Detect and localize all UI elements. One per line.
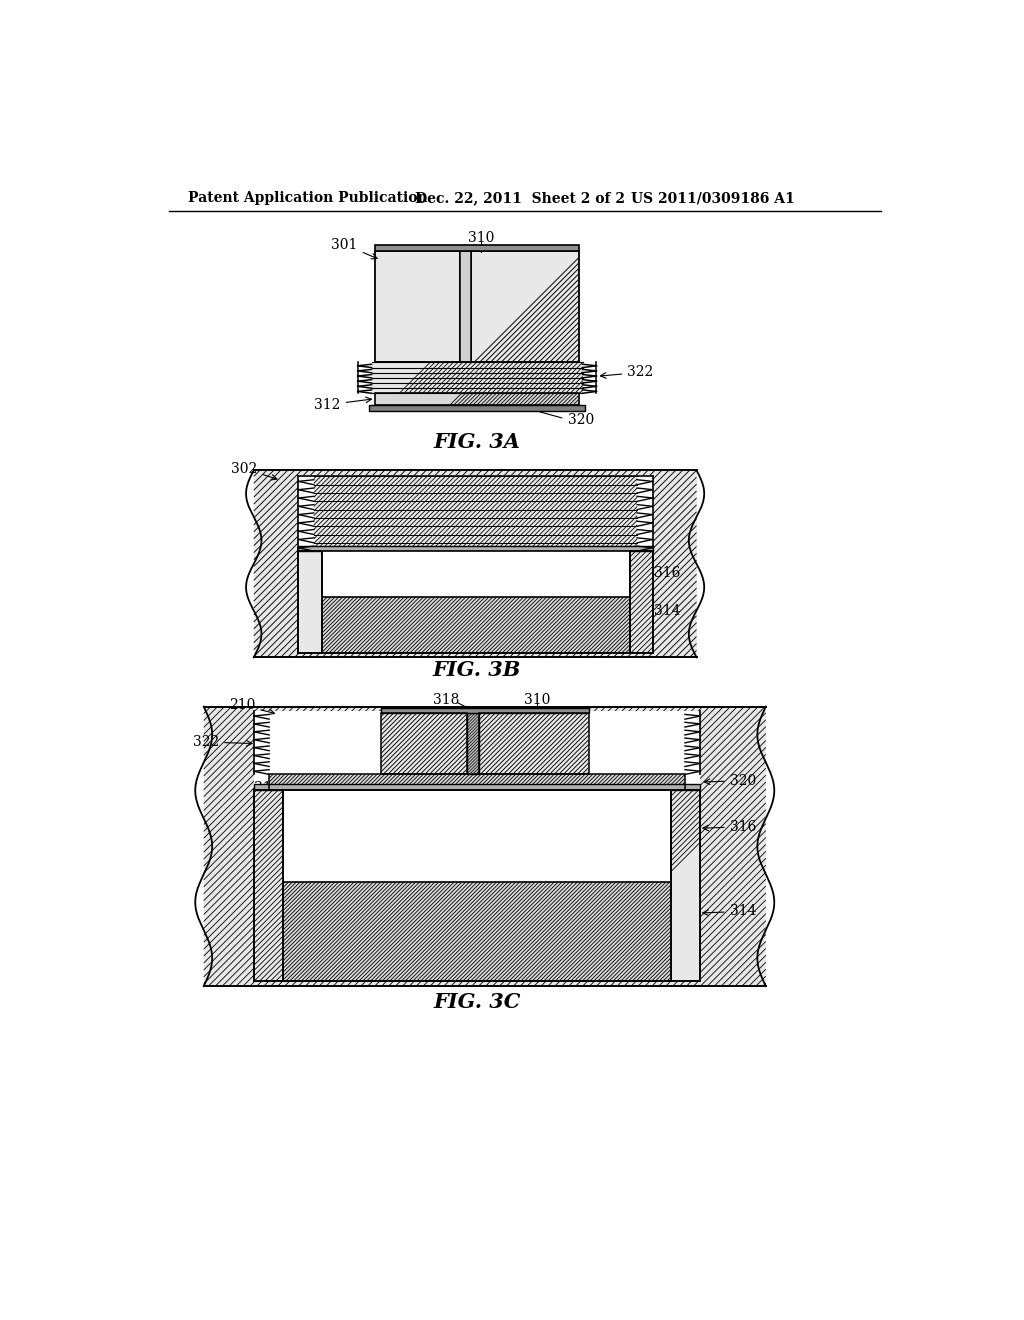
Bar [671, 789, 700, 981]
Bar [283, 882, 671, 981]
Bar [479, 713, 589, 775]
Text: FIG. 3A: FIG. 3A [433, 432, 520, 451]
Text: Dec. 22, 2011  Sheet 2 of 2: Dec. 22, 2011 Sheet 2 of 2 [416, 191, 626, 206]
Bar [460, 251, 471, 363]
Text: 314: 314 [626, 605, 681, 618]
Bar [283, 882, 671, 981]
Bar [254, 711, 700, 981]
Bar [322, 597, 630, 653]
Text: 320: 320 [568, 413, 594, 428]
Bar [298, 475, 652, 653]
Bar [381, 708, 589, 713]
Bar [322, 597, 630, 653]
Bar [254, 789, 283, 981]
Bar [381, 713, 467, 775]
Text: 310: 310 [524, 693, 550, 706]
Bar [471, 251, 579, 363]
Text: FIG. 3B: FIG. 3B [433, 660, 521, 680]
Bar [269, 775, 685, 789]
Text: 210: 210 [229, 698, 274, 714]
Bar [671, 789, 700, 981]
Bar [254, 470, 696, 657]
Text: 302: 302 [231, 462, 276, 480]
Bar [471, 251, 579, 363]
Text: 301: 301 [332, 238, 377, 259]
Text: 318: 318 [433, 693, 460, 706]
Text: 312: 312 [314, 397, 372, 412]
Bar [381, 713, 467, 775]
Text: 316: 316 [702, 820, 756, 834]
Text: 322: 322 [193, 735, 252, 748]
Text: Patent Application Publication: Patent Application Publication [188, 191, 428, 206]
Bar [298, 552, 322, 653]
Text: 312: 312 [254, 781, 311, 795]
Text: 310: 310 [468, 231, 495, 244]
Text: 320: 320 [705, 774, 756, 788]
Bar [254, 789, 283, 981]
Text: FIG. 3C: FIG. 3C [433, 991, 521, 1011]
Bar [298, 545, 652, 552]
Bar [630, 552, 652, 653]
Bar [204, 706, 766, 986]
Text: 322: 322 [600, 366, 653, 379]
Bar [372, 363, 583, 393]
Text: 316: 316 [626, 566, 681, 579]
Bar [269, 775, 685, 789]
Bar [283, 789, 671, 882]
Bar [298, 552, 322, 653]
Bar [479, 713, 589, 775]
Bar [322, 552, 630, 598]
Bar [630, 552, 652, 653]
Text: 314: 314 [702, 904, 756, 919]
Bar [313, 477, 637, 552]
Text: US 2011/0309186 A1: US 2011/0309186 A1 [631, 191, 795, 206]
Bar [376, 393, 579, 405]
Bar [467, 713, 479, 775]
Bar [376, 251, 460, 363]
Bar [376, 246, 579, 251]
Bar [254, 784, 700, 789]
Bar [376, 393, 579, 405]
Bar [376, 251, 460, 363]
Bar [370, 405, 585, 411]
